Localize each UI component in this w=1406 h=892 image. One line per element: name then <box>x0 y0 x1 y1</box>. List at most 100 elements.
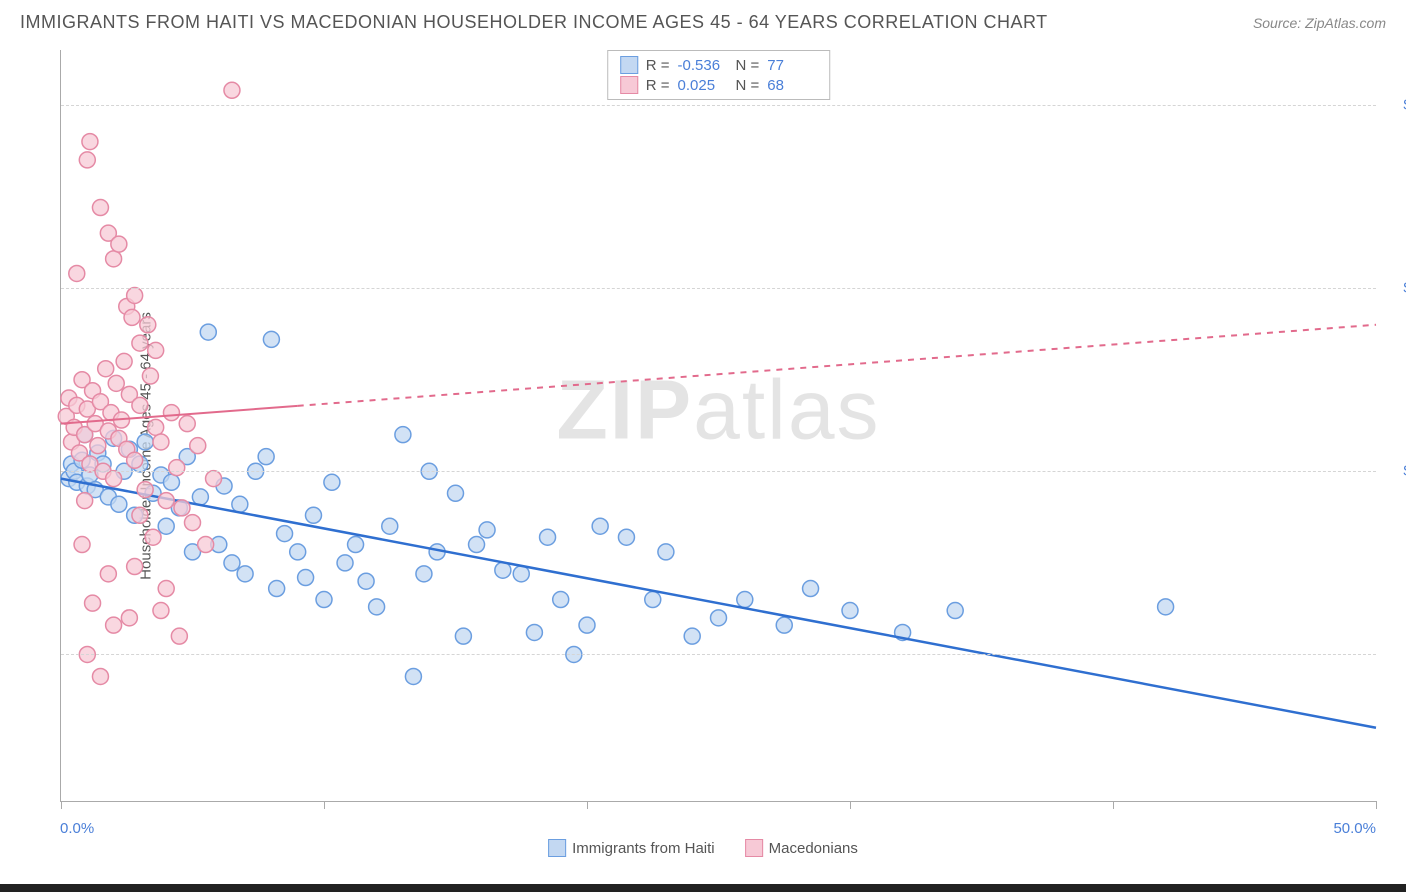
data-point <box>448 485 464 501</box>
data-point <box>842 603 858 619</box>
series-swatch <box>620 76 638 94</box>
data-point <box>947 603 963 619</box>
data-point <box>69 265 85 281</box>
data-point <box>90 438 106 454</box>
y-tick-label: $100,000 <box>1386 463 1406 480</box>
data-point <box>277 526 293 542</box>
data-point <box>290 544 306 560</box>
data-point <box>232 496 248 512</box>
chart-title: IMMIGRANTS FROM HAITI VS MACEDONIAN HOUS… <box>20 12 1048 33</box>
data-point <box>658 544 674 560</box>
stats-legend-box: R =-0.536N =77R =0.025N =68 <box>607 50 831 100</box>
data-point <box>258 449 274 465</box>
x-tick <box>61 801 62 809</box>
data-point <box>145 529 161 545</box>
data-point <box>92 668 108 684</box>
data-point <box>140 317 156 333</box>
data-point <box>142 368 158 384</box>
data-point <box>127 452 143 468</box>
x-tick <box>850 801 851 809</box>
data-point <box>100 566 116 582</box>
x-tick <box>324 801 325 809</box>
trend-line-solid <box>61 479 1376 728</box>
data-point <box>224 82 240 98</box>
data-point <box>116 353 132 369</box>
series-swatch <box>620 56 638 74</box>
data-point <box>137 434 153 450</box>
legend-item: Immigrants from Haiti <box>548 839 715 857</box>
data-point <box>324 474 340 490</box>
data-point <box>158 581 174 597</box>
data-point <box>77 493 93 509</box>
data-point <box>92 200 108 216</box>
data-point <box>153 434 169 450</box>
scatter-svg <box>61 50 1376 801</box>
data-point <box>185 515 201 531</box>
data-point <box>132 397 148 413</box>
chart-header: IMMIGRANTS FROM HAITI VS MACEDONIAN HOUS… <box>0 0 1406 37</box>
data-point <box>98 361 114 377</box>
data-point <box>711 610 727 626</box>
data-point <box>348 537 364 553</box>
data-point <box>127 287 143 303</box>
data-point <box>269 581 285 597</box>
data-point <box>316 592 332 608</box>
data-point <box>169 460 185 476</box>
data-point <box>179 416 195 432</box>
stat-n-value: 68 <box>767 77 817 94</box>
data-point <box>206 471 222 487</box>
data-point <box>382 518 398 534</box>
data-point <box>776 617 792 633</box>
gridline <box>61 471 1376 472</box>
stats-row: R =-0.536N =77 <box>620 55 818 75</box>
data-point <box>455 628 471 644</box>
data-point <box>82 134 98 150</box>
data-point <box>579 617 595 633</box>
y-tick-label: $50,000 <box>1386 646 1406 663</box>
data-point <box>263 331 279 347</box>
stat-r-label: R = <box>646 57 670 74</box>
stat-r-label: R = <box>646 77 670 94</box>
data-point <box>526 624 542 640</box>
legend-swatch <box>745 839 763 857</box>
data-point <box>124 309 140 325</box>
y-tick-label: $200,000 <box>1386 96 1406 113</box>
data-point <box>121 610 137 626</box>
data-point <box>137 482 153 498</box>
data-point <box>106 471 122 487</box>
data-point <box>132 335 148 351</box>
data-point <box>618 529 634 545</box>
stat-n-label: N = <box>736 77 760 94</box>
data-point <box>106 617 122 633</box>
data-point <box>190 438 206 454</box>
legend-label: Immigrants from Haiti <box>572 840 715 857</box>
data-point <box>79 152 95 168</box>
data-point <box>592 518 608 534</box>
footer-bar <box>0 884 1406 892</box>
data-point <box>684 628 700 644</box>
stat-n-label: N = <box>736 57 760 74</box>
data-point <box>513 566 529 582</box>
data-point <box>158 493 174 509</box>
data-point <box>540 529 556 545</box>
data-point <box>369 599 385 615</box>
stat-n-value: 77 <box>767 57 817 74</box>
gridline <box>61 288 1376 289</box>
data-point <box>158 518 174 534</box>
data-point <box>132 507 148 523</box>
legend-swatch <box>548 839 566 857</box>
data-point <box>108 375 124 391</box>
data-point <box>803 581 819 597</box>
gridline <box>61 654 1376 655</box>
data-point <box>153 603 169 619</box>
data-point <box>416 566 432 582</box>
data-point <box>74 537 90 553</box>
plot-area: ZIPatlas R =-0.536N =77R =0.025N =68 $50… <box>60 50 1376 802</box>
data-point <box>469 537 485 553</box>
data-point <box>111 496 127 512</box>
data-point <box>163 474 179 490</box>
x-axis-right-label: 50.0% <box>1333 820 1376 837</box>
y-tick-label: $150,000 <box>1386 280 1406 297</box>
data-point <box>305 507 321 523</box>
data-point <box>337 555 353 571</box>
